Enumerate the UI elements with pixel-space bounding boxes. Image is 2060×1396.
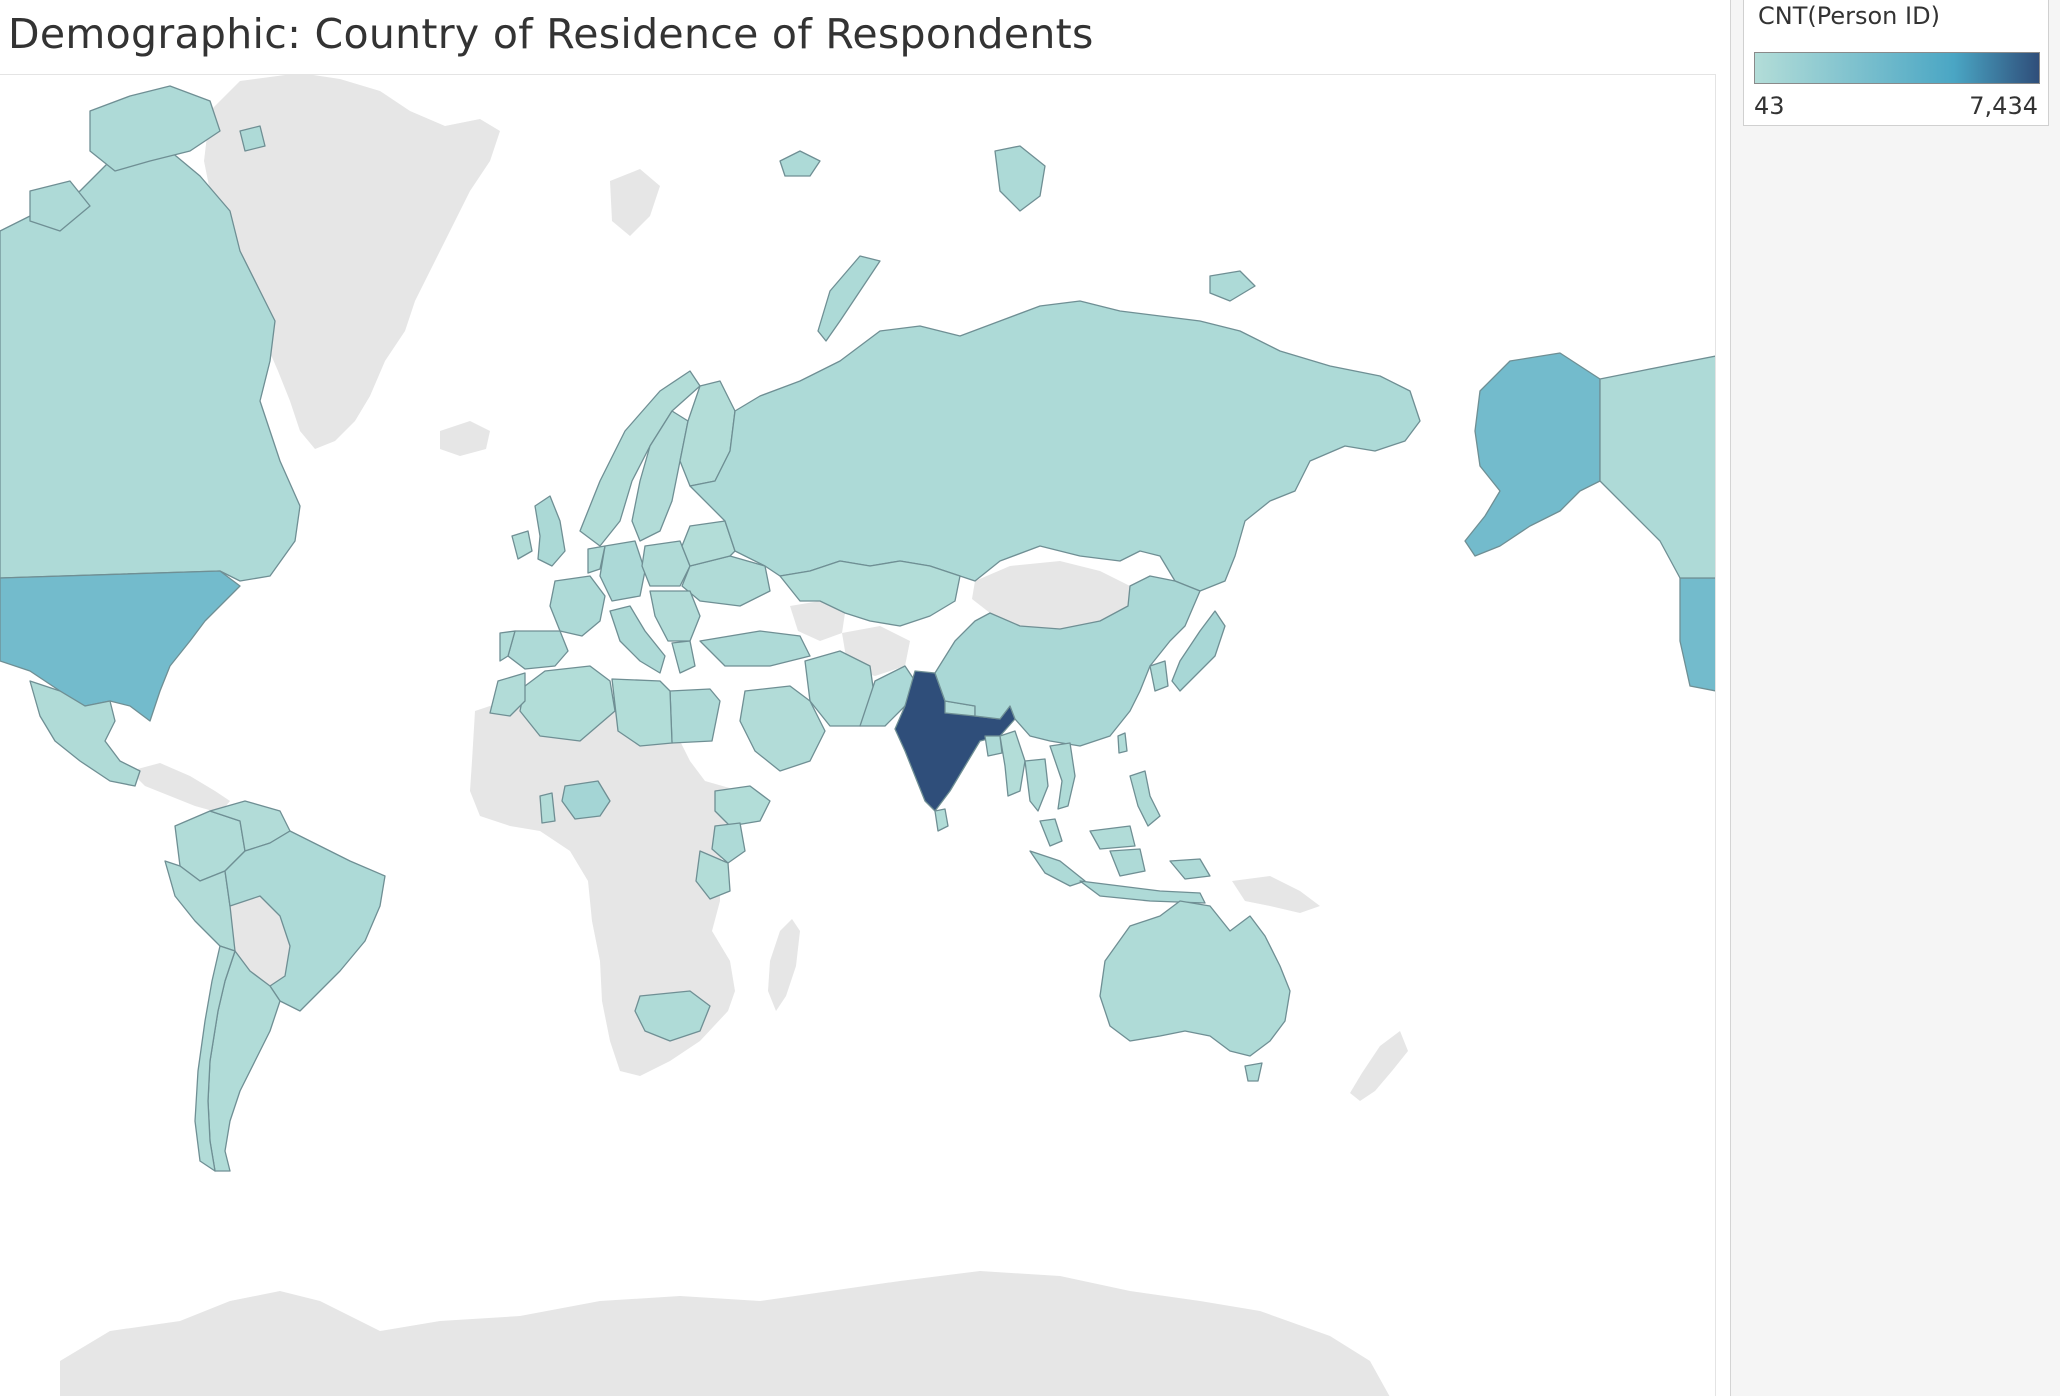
country-bangladesh[interactable] (984, 735, 1003, 757)
country-germany[interactable] (599, 540, 646, 602)
franz-josef-land[interactable] (779, 150, 821, 177)
country-netherlands[interactable] (587, 545, 606, 574)
country-ireland[interactable] (511, 530, 533, 560)
new-zealand[interactable] (1350, 1031, 1408, 1101)
middle-east-no-data[interactable] (790, 601, 845, 641)
country-australia[interactable] (1099, 900, 1291, 1057)
legend-color-ramp (1754, 52, 2040, 84)
country-kazakhstan[interactable] (779, 560, 961, 627)
country-ghana[interactable] (539, 792, 556, 824)
arctic-islands-layer (29, 85, 1256, 342)
country-united-states-alaska[interactable] (1464, 352, 1601, 557)
color-legend[interactable]: CNT(Person ID) 43 7,434 (1743, 0, 2049, 126)
country-south-korea[interactable] (1149, 660, 1169, 692)
central-america-caribbean[interactable] (130, 763, 230, 813)
country-vietnam[interactable] (1049, 742, 1076, 810)
country-sweden[interactable] (631, 410, 689, 542)
country-tanzania[interactable] (695, 850, 731, 900)
country-united-states[interactable] (0, 570, 241, 722)
country-australia-tasmania[interactable] (1244, 1062, 1263, 1082)
madagascar[interactable] (768, 919, 800, 1011)
country-spain[interactable] (507, 630, 569, 670)
mongolia[interactable] (972, 561, 1130, 629)
svalbard[interactable] (610, 169, 660, 236)
papua-new-guinea[interactable] (1232, 876, 1320, 913)
country-japan[interactable] (1171, 610, 1226, 692)
map-view[interactable] (0, 74, 1716, 1396)
country-kenya[interactable] (711, 822, 746, 864)
legend-min-label: 43 (1754, 92, 1785, 120)
country-philippines[interactable] (1129, 770, 1161, 827)
country-indonesia[interactable] (1029, 848, 1211, 904)
country-egypt[interactable] (669, 688, 721, 744)
country-saudi-arabia[interactable] (739, 685, 826, 772)
country-taiwan[interactable] (1117, 732, 1128, 754)
russian-arctic-islands[interactable] (994, 145, 1256, 302)
country-chile[interactable] (194, 945, 236, 1172)
legend-panel: CNT(Person ID) 43 7,434 (1730, 0, 2060, 1396)
country-russia[interactable] (689, 300, 1421, 592)
novaya-zemlya[interactable] (817, 255, 881, 342)
africa-no-data[interactable] (470, 696, 760, 1076)
country-poland[interactable] (641, 540, 691, 587)
country-balkans[interactable] (649, 590, 701, 642)
greenland[interactable] (204, 75, 500, 449)
iceland[interactable] (440, 421, 490, 456)
no-data-land-layer (60, 75, 1408, 1396)
country-greece[interactable] (671, 640, 696, 674)
country-italy[interactable] (609, 605, 666, 674)
country-china[interactable] (934, 575, 1201, 747)
world-map[interactable] (0, 75, 1716, 1396)
data-country-layer (0, 140, 1716, 1172)
country-malaysia[interactable] (1039, 818, 1136, 850)
country-brazil[interactable] (224, 830, 386, 1012)
antarctica[interactable] (60, 1271, 1390, 1396)
country-morocco[interactable] (489, 672, 526, 717)
country-united-kingdom[interactable] (534, 495, 566, 567)
legend-title: CNT(Person ID) (1758, 2, 1940, 30)
country-ukraine[interactable] (681, 555, 771, 607)
country-thailand[interactable] (1024, 758, 1049, 812)
country-canada-wrap[interactable] (1599, 355, 1716, 579)
country-peru[interactable] (164, 860, 236, 952)
country-portugal[interactable] (499, 630, 516, 662)
country-south-africa[interactable] (634, 990, 711, 1042)
country-myanmar[interactable] (999, 730, 1026, 797)
country-libya[interactable] (611, 678, 673, 747)
page-title: Demographic: Country of Residence of Res… (8, 10, 1094, 58)
country-ethiopia[interactable] (714, 785, 771, 827)
country-nigeria[interactable] (561, 780, 611, 820)
country-sri-lanka[interactable] (934, 808, 949, 832)
country-norway[interactable] (579, 370, 701, 547)
canadian-arctic-islands[interactable] (29, 85, 266, 232)
country-united-states-wrap[interactable] (1679, 577, 1716, 692)
country-france[interactable] (549, 575, 606, 637)
legend-max-label: 7,434 (1969, 92, 2038, 120)
country-mexico[interactable] (29, 680, 141, 787)
country-turkey[interactable] (699, 630, 811, 667)
